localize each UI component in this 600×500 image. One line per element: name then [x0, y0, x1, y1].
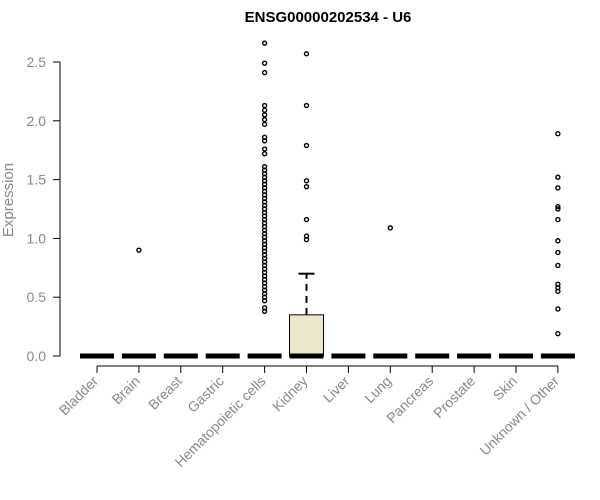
outlier-point	[261, 60, 268, 66]
x-tick-label: Lung	[361, 373, 394, 406]
outlier-point	[555, 131, 561, 137]
y-tick-label: 2.5	[27, 54, 47, 70]
outlier-point	[303, 183, 310, 190]
outlier-point	[303, 51, 310, 57]
outlier-point	[261, 116, 268, 123]
box-group	[373, 225, 408, 359]
x-tick-label: Unknown / Other	[476, 373, 562, 459]
y-axis-label: Expression	[0, 163, 17, 237]
x-tick-label: Breast	[145, 373, 185, 413]
y-tick-label: 0.5	[27, 289, 47, 305]
outlier-point	[303, 102, 310, 109]
outlier-point	[555, 216, 561, 223]
outlier-point	[261, 121, 268, 128]
y-tick-label: 2.0	[27, 113, 47, 129]
x-tick-label: Skin	[490, 373, 521, 404]
x-tick-label: Bladder	[56, 373, 102, 419]
y-tick-label: 0.0	[27, 348, 47, 364]
outlier-point	[303, 236, 310, 243]
box-group	[540, 131, 575, 359]
outlier-point	[303, 216, 310, 223]
outlier-point	[261, 146, 268, 152]
outlier-point	[303, 178, 310, 184]
outlier-point	[555, 306, 561, 312]
x-tick-label: Brain	[109, 373, 143, 407]
x-tick-label: Pancreas	[383, 373, 436, 426]
outlier-point	[261, 40, 268, 46]
outlier-point	[261, 107, 268, 113]
y-tick-label: 1.5	[27, 172, 47, 188]
outlier-point	[555, 174, 561, 180]
chart-title: ENSG00000202534 - U6	[245, 9, 412, 26]
x-tick-label: Prostate	[430, 373, 478, 421]
outlier-point	[555, 262, 561, 269]
box-group	[289, 51, 324, 359]
outlier-point	[261, 102, 268, 109]
outlier-point	[136, 247, 142, 253]
box-rect	[289, 314, 324, 357]
outlier-point	[261, 138, 268, 144]
outlier-point	[555, 185, 561, 191]
outlier-point	[261, 298, 268, 304]
outlier-point	[555, 249, 561, 256]
outlier-point	[261, 308, 268, 315]
y-ticks: 0.0 0.5 1.0 1.5 2.0 2.5	[27, 54, 60, 364]
outlier-point	[555, 238, 561, 244]
outlier-point	[555, 203, 561, 210]
box-group	[121, 247, 156, 359]
outlier-point	[555, 206, 561, 212]
outlier-point	[303, 142, 310, 149]
box-group	[247, 40, 282, 359]
outlier-point	[261, 151, 268, 157]
box-series	[80, 40, 575, 359]
y-tick-label: 1.0	[27, 230, 47, 246]
outlier-point	[261, 69, 268, 76]
x-tick-label: Liver	[320, 373, 353, 406]
outlier-point	[387, 225, 393, 231]
outlier-point	[555, 288, 561, 295]
outlier-point	[555, 330, 561, 337]
outlier-point	[261, 112, 268, 118]
x-tick-label: Kidney	[269, 373, 311, 415]
